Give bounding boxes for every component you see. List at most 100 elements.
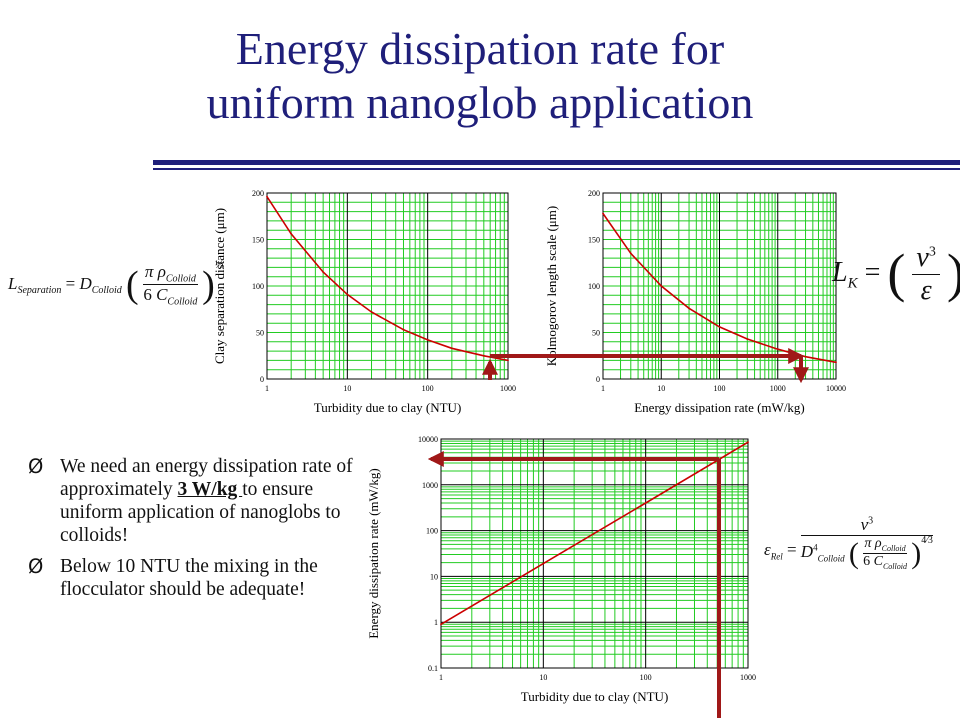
eq1-coef: D bbox=[79, 273, 92, 293]
x-tick-label: 100 bbox=[640, 673, 652, 682]
eq1-coef-sub: Colloid bbox=[91, 285, 122, 297]
eq1-six: 6 bbox=[143, 285, 152, 305]
chart-1: 1 10 100 1000 0 50 100 150 200 Turbidity due to c… bbox=[212, 189, 516, 415]
slide-title: Energy dissipation rate for uniform nano… bbox=[0, 22, 960, 130]
bullet-1-text-b: to ensure uniform application of nanoglo… bbox=[60, 479, 341, 546]
x-tick-label: 1000 bbox=[500, 384, 516, 393]
y-tick-label: 50 bbox=[592, 329, 600, 338]
data-point bbox=[507, 359, 509, 362]
x-tick-label: 10 bbox=[539, 673, 547, 682]
eq1-pi: π bbox=[144, 262, 154, 281]
data-point bbox=[402, 328, 405, 331]
eq2-nu-exp: 3 bbox=[928, 244, 936, 260]
data-point bbox=[718, 326, 721, 328]
eq3-lhs-group: εRel = bbox=[764, 540, 797, 562]
eq1-c-sub: Colloid bbox=[167, 296, 198, 308]
eq3-lhs: ε bbox=[764, 540, 771, 560]
data-point bbox=[370, 311, 373, 313]
bullet-energy-rate: Ø We need an energy dissipation rate of … bbox=[26, 455, 364, 547]
y-tick-label: 150 bbox=[588, 236, 600, 245]
eq3-lhs-sub: Rel bbox=[770, 551, 783, 562]
data-point bbox=[440, 623, 442, 626]
y-tick-label: 0.1 bbox=[428, 664, 438, 673]
eq3-six: 6 bbox=[863, 553, 871, 569]
y-axis-label: Kolmogorov length scale (μm) bbox=[544, 206, 559, 366]
bullet-1-text-a: We need an energy dissipation rate of ap… bbox=[60, 456, 353, 500]
separation-equation: LSeparation = DColloid ( π ρColloid 6 CC… bbox=[8, 257, 224, 308]
title-line-1: Energy dissipation rate for bbox=[235, 23, 725, 74]
eq3-d-sub: Colloid bbox=[817, 553, 845, 564]
eq3-c-sub: Colloid bbox=[882, 561, 907, 571]
plot-frame bbox=[440, 438, 749, 669]
data-point bbox=[804, 355, 807, 358]
eq3-rho-sub: Colloid bbox=[881, 543, 906, 553]
data-curve bbox=[440, 441, 749, 625]
x-axis-label: Energy dissipation rate (mW/kg) bbox=[634, 400, 805, 415]
dissipation-equation: εRel = ν3 D4Colloid ( π ρColloid 6 CColl… bbox=[764, 515, 933, 571]
eq3-exponent: 4⁄3 bbox=[921, 534, 933, 546]
data-point bbox=[746, 338, 749, 340]
x-tick-label: 1 bbox=[439, 673, 443, 682]
data-point bbox=[346, 293, 349, 296]
eq3-nu: ν bbox=[860, 515, 869, 534]
data-point bbox=[602, 212, 604, 215]
eq2-lhs: L bbox=[832, 257, 848, 288]
data-point bbox=[426, 339, 429, 341]
data-point bbox=[629, 252, 632, 255]
y-tick-label: 0 bbox=[596, 375, 600, 384]
data-point bbox=[542, 562, 545, 565]
plot-frame bbox=[602, 192, 837, 380]
kolmogorov-equation: LK = ( ν3 ε ) 1 4 bbox=[832, 242, 960, 307]
data-point bbox=[450, 347, 453, 350]
data-point bbox=[322, 271, 325, 273]
bullet-mixing: Ø Below 10 NTU the mixing in the floccul… bbox=[26, 555, 364, 601]
y-tick-label: 100 bbox=[426, 527, 438, 536]
y-tick-label: 200 bbox=[588, 189, 600, 198]
eq3-d-exp: 4 bbox=[813, 542, 818, 553]
y-tick-label: 100 bbox=[252, 282, 264, 291]
eq1-rho-sub: Colloid bbox=[165, 273, 196, 285]
data-point bbox=[266, 195, 268, 198]
bullet-2-text: Below 10 NTU the mixing in the flocculat… bbox=[60, 556, 318, 600]
eq2-nu: ν bbox=[916, 242, 929, 274]
x-tick-label: 1 bbox=[601, 384, 605, 393]
x-tick-label: 10 bbox=[343, 384, 351, 393]
x-tick-label: 1 bbox=[265, 384, 269, 393]
bullet-1-emphasis: 3 W/kg bbox=[177, 479, 243, 500]
data-point bbox=[644, 502, 647, 504]
x-tick-label: 100 bbox=[422, 384, 434, 393]
y-axis-label: Clay separation distance (μm) bbox=[212, 208, 227, 364]
data-point bbox=[776, 348, 779, 351]
data-point bbox=[835, 361, 837, 364]
title-rule-thin bbox=[153, 168, 960, 170]
eq3-nu-exp: 3 bbox=[868, 515, 874, 527]
x-axis-label: Turbidity due to clay (NTU) bbox=[314, 400, 462, 415]
y-tick-label: 10000 bbox=[418, 435, 438, 444]
data-point bbox=[660, 285, 663, 287]
y-tick-label: 100 bbox=[588, 282, 600, 291]
eq1-exponent: ⅓ bbox=[214, 257, 224, 272]
eq3-d: D bbox=[800, 542, 814, 562]
y-tick-label: 150 bbox=[252, 236, 264, 245]
arrow-bullet-icon: Ø bbox=[28, 555, 44, 578]
eq2-lhs-sub: K bbox=[847, 275, 858, 292]
x-tick-label: 10000 bbox=[826, 384, 846, 393]
y-tick-label: 200 bbox=[252, 189, 264, 198]
eq3-rho: ρ bbox=[874, 536, 882, 551]
data-point bbox=[482, 354, 485, 357]
eq1-c: C bbox=[156, 285, 168, 305]
y-tick-label: 1000 bbox=[422, 481, 438, 490]
y-tick-label: 10 bbox=[430, 572, 438, 581]
data-point bbox=[688, 307, 690, 310]
title-rule-thick bbox=[153, 160, 960, 165]
x-tick-label: 10 bbox=[657, 384, 665, 393]
title-line-2: uniform nanoglob application bbox=[206, 77, 754, 128]
eq1-lhs-sub: Separation bbox=[17, 285, 62, 297]
chart-2: 1 10 100 1000 10000 0 50 100 150 200 Energy dissip… bbox=[544, 189, 846, 415]
x-tick-label: 1000 bbox=[740, 673, 756, 682]
y-tick-label: 50 bbox=[256, 329, 264, 338]
data-point bbox=[747, 441, 749, 444]
x-tick-label: 100 bbox=[714, 384, 726, 393]
